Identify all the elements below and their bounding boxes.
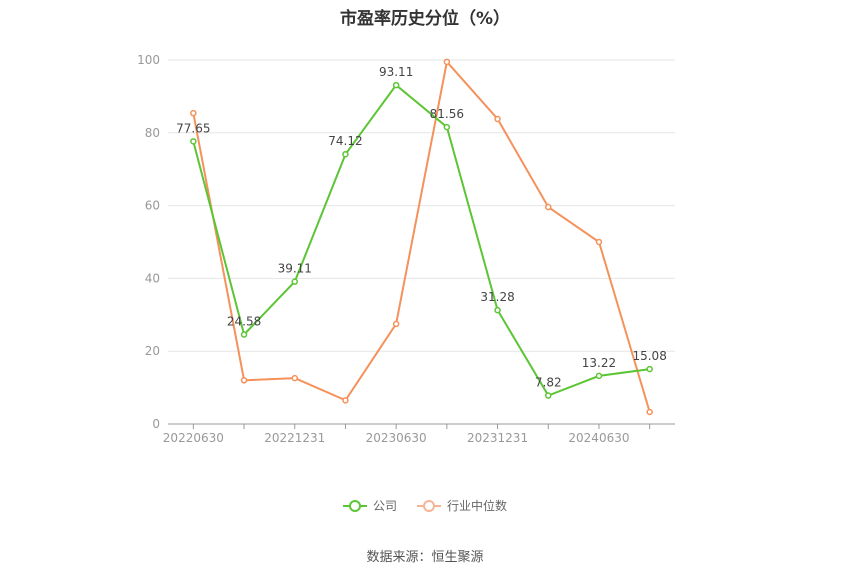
data-point-company [392,81,400,89]
data-point-industry-median [443,58,451,66]
data-point-company [291,278,298,285]
y-tick-label: 80 [145,126,160,140]
legend-item-company[interactable]: 公司 [342,497,397,514]
x-tick-label: 20221231 [264,431,325,445]
data-label-company: 31.28 [480,290,514,304]
data-point-company [443,123,451,131]
data-label-company: 81.56 [430,107,464,121]
data-point-industry-median [291,374,298,382]
data-source: 数据来源：恒生聚源 [366,550,484,565]
y-tick-label: 100 [137,53,160,67]
data-label-company: 13.22 [582,356,616,370]
data-label-company: 15.08 [632,349,666,363]
legend-company-marker-icon [342,499,367,512]
data-point-industry-median [190,109,197,117]
chart-legend: 公司 行业中位数 [0,497,850,514]
x-tick-label: 20230630 [366,431,427,445]
data-label-company: 77.65 [176,121,210,135]
data-label-company: 74.12 [328,134,362,148]
data-label-company: 24.58 [227,315,261,329]
data-point-company [595,372,603,380]
x-tick-label: 20231231 [467,431,528,445]
data-point-industry-median [595,238,603,246]
data-label-company: 93.11 [379,65,413,79]
data-point-industry-median [240,377,248,384]
x-tick-label: 20240630 [568,431,629,445]
data-point-company [494,306,501,314]
data-point-industry-median [545,203,552,211]
data-point-industry-median [392,320,400,328]
data-point-industry-median [342,397,349,404]
series-line-company [192,83,650,397]
x-tick-label: 20220630 [163,431,224,445]
data-point-industry-median [494,115,501,123]
y-tick-label: 20 [145,344,160,358]
legend-industry-label: 行业中位数 [447,499,508,513]
y-tick-label: 60 [145,199,160,213]
legend-industry-marker-icon [417,499,441,512]
y-tick-label: 0 [152,417,160,431]
data-point-company [646,365,653,373]
data-point-company [190,138,197,145]
legend-company-label: 公司 [372,499,397,513]
data-point-company [240,331,248,338]
series-line-industry-median [192,59,651,413]
chart-title: 市盈率历史分位（%） [339,9,511,29]
data-point-company [342,150,349,158]
data-point-company [545,392,552,399]
data-point-industry-median [646,408,653,416]
data-label-company: 7.82 [535,376,562,390]
y-tick-label: 40 [145,271,160,285]
data-label-company: 39.11 [278,262,312,276]
legend-item-industry-median[interactable]: 行业中位数 [417,497,507,514]
